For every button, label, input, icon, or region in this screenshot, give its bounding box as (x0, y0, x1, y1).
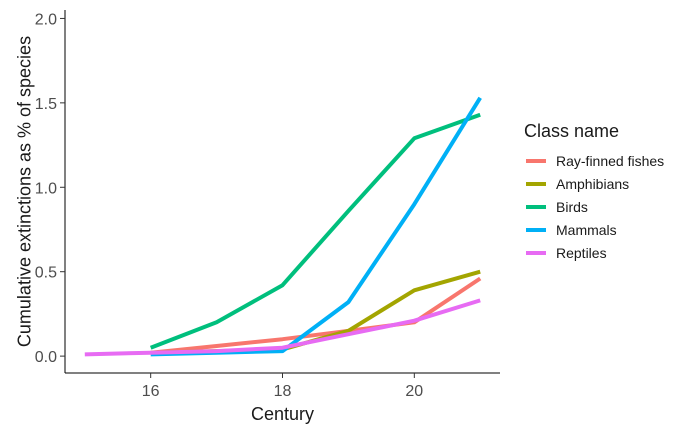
series-line-ray-finned-fishes (150, 276, 482, 355)
series-line-reptiles (84, 298, 481, 357)
legend-title: Class name (524, 121, 619, 141)
y-axis-title: Cumulative extinctions as % of species (14, 36, 34, 347)
legend-label: Reptiles (556, 245, 607, 261)
y-tick-label: 0.0 (35, 349, 57, 366)
series-lines (84, 96, 482, 357)
y-tick-label: 1.5 (35, 96, 57, 113)
series-line-birds (149, 112, 481, 350)
legend-items: Ray-finned fishes Amphibians Birds Mammals R… (526, 153, 664, 261)
legend-label: Amphibians (556, 176, 629, 192)
x-axis-title: Century (251, 404, 314, 424)
x-tick-label: 18 (274, 383, 292, 400)
x-ticks: 16 18 20 (142, 373, 423, 400)
plot-area: 0.0 0.5 1.0 1.5 2.0 16 18 20 (35, 10, 500, 400)
y-tick-label: 0.5 (35, 265, 57, 282)
x-tick-label: 20 (405, 383, 423, 400)
x-tick-label: 16 (142, 383, 160, 400)
legend-label: Mammals (556, 222, 617, 238)
y-tick-label: 1.0 (35, 180, 57, 197)
legend-label: Birds (556, 199, 588, 215)
y-tick-label: 2.0 (35, 11, 57, 28)
legend: Class name Ray-finned fishes Amphibians Bi… (524, 121, 664, 261)
legend-label: Ray-finned fishes (556, 153, 664, 169)
y-ticks: 0.0 0.5 1.0 1.5 2.0 (35, 11, 65, 366)
